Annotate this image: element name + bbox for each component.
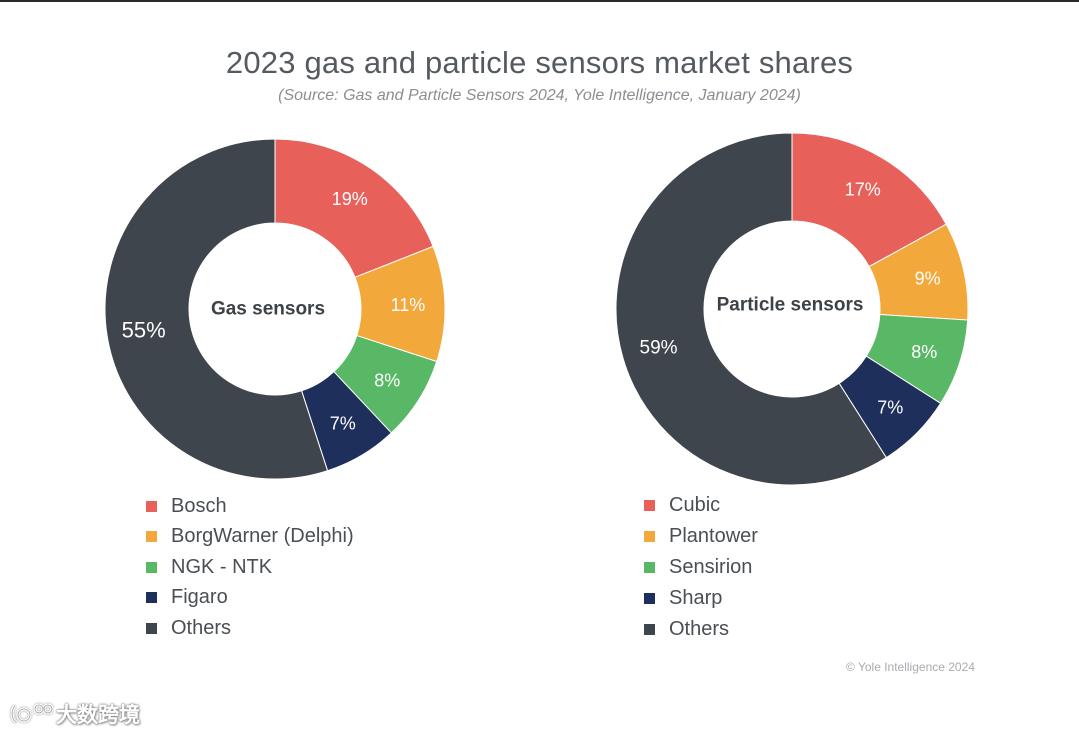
slice-value-label: 19% [332,189,368,209]
legend-label: Others [669,617,730,640]
legend-label: Sharp [669,586,723,609]
donut-center-label: Gas sensors [211,299,325,320]
slice-value-label: 9% [915,269,941,289]
legend-item-plantower: Plantower [644,522,758,550]
watermark: 大数跨境 [8,700,140,728]
slice-cubic [791,132,947,268]
legend-item-others: Others [146,614,354,642]
chart-title: 2023 gas and particle sensors market sha… [225,45,854,80]
legend-label: Others [171,616,232,639]
slice-value-label: 8% [374,370,400,390]
legend-swatch [146,592,157,603]
copyright-notice: © Yole Intelligence 2024 [846,660,975,674]
legend-swatch [644,561,655,573]
slice-bosch [274,138,434,278]
legend-item-others: Others [644,615,758,643]
legend-label: Figaro [171,586,228,608]
legend-item-cubic: Cubic [644,491,758,519]
legend-item-bosch: Bosch [146,492,354,520]
legend-swatch [146,531,157,542]
legend-label: BorgWarner (Delphi) [171,525,354,547]
slice-others [104,138,329,480]
legend-swatch [146,500,157,512]
legend-label: Plantower [669,524,758,547]
slice-others [615,132,887,486]
legend-swatch [644,623,655,635]
particle-legend: Cubic Plantower Sensirion Sharp Others [644,491,758,646]
legend-swatch [644,592,655,604]
legend-swatch [146,561,157,573]
legend-label: Sensirion [669,555,753,578]
particle-sensors-donut: 17% 9% 8% 7% 59% Particle sensors [615,132,969,486]
legend-item-borgwarner: BorgWarner (Delphi) [146,523,354,551]
slice-value-label: 59% [640,337,678,358]
watermark-text: 大数跨境 [56,704,140,727]
legend-item-ngk-ntk: NGK - NTK [146,553,354,581]
slice-value-label: 17% [845,179,881,199]
gas-sensors-donut: 19% 11% 8% 7% 55% Gas sensors [104,138,446,480]
legend-item-sharp: Sharp [644,584,758,612]
slice-value-label: 8% [911,342,937,362]
legend-swatch [644,499,655,511]
legend-swatch [644,530,655,542]
slice-value-label: 7% [877,397,903,417]
legend-item-sensirion: Sensirion [644,553,758,581]
slice-value-label: 7% [330,413,356,433]
slice-value-label: 11% [391,295,426,315]
legend-swatch [146,622,157,634]
chart-subtitle: (Source: Gas and Particle Sensors 2024, … [278,87,801,104]
gas-legend: Bosch BorgWarner (Delphi) NGK - NTK Figa… [146,492,354,645]
slice-value-label: 55% [122,317,166,342]
top-border [0,0,1079,2]
logo-icon [10,703,54,724]
donut-center-label: Particle sensors [717,295,864,316]
legend-label: NGK - NTK [171,555,273,578]
legend-label: Bosch [171,494,227,517]
legend-item-figaro: Figaro [146,584,354,612]
legend-label: Cubic [669,493,721,516]
